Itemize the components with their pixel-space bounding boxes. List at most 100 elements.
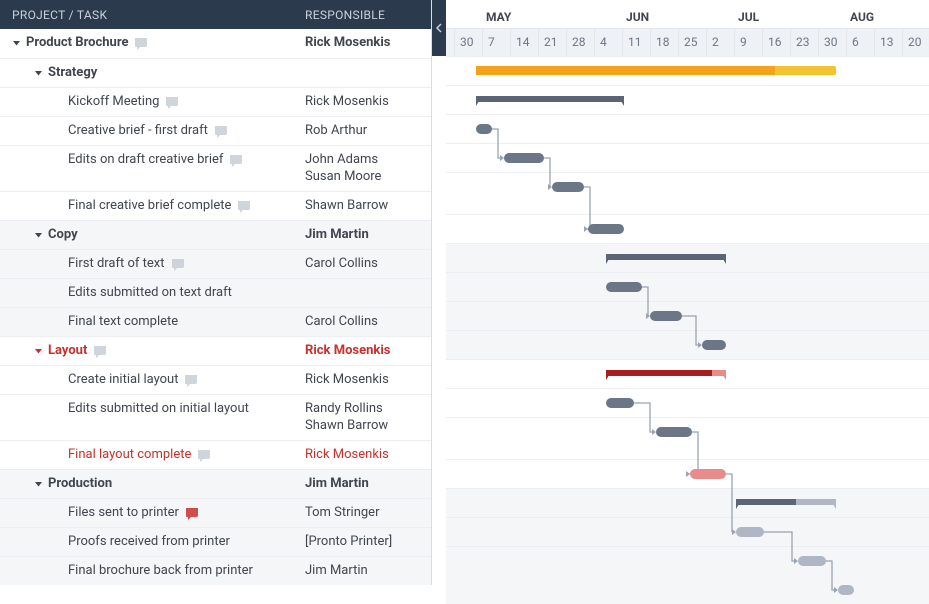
task-row[interactable]: Kickoff Meeting Rick Mosenkis — [0, 87, 431, 116]
expand-caret-icon[interactable] — [34, 480, 44, 489]
comment-icon[interactable] — [184, 374, 198, 387]
comment-icon[interactable] — [237, 200, 251, 213]
responsible-cell: Tom Stringer — [301, 505, 431, 522]
comment-icon[interactable] — [185, 507, 199, 520]
day-label: 7 — [488, 35, 495, 49]
left-header: PROJECT / TASK RESPONSIBLE — [0, 0, 431, 29]
task-row[interactable]: ProductionJim Martin — [0, 469, 431, 498]
comment-icon[interactable] — [197, 449, 211, 462]
day-separator — [510, 29, 511, 56]
gantt-row — [446, 330, 929, 359]
gantt-bar[interactable] — [656, 427, 692, 437]
gantt-summary-bar[interactable] — [736, 499, 836, 509]
gantt-bar[interactable] — [736, 527, 764, 537]
task-label: Edits on draft creative brief — [68, 152, 223, 169]
gantt-bar[interactable] — [798, 556, 826, 566]
day-separator — [762, 29, 763, 56]
gantt-row — [446, 272, 929, 301]
task-row[interactable]: First draft of text Carol Collins — [0, 249, 431, 278]
expand-caret-icon[interactable] — [12, 39, 22, 48]
responsible-cell: [Pronto Printer] — [301, 534, 431, 551]
expand-caret-icon[interactable] — [34, 347, 44, 356]
day-label: 30 — [824, 35, 838, 49]
month-label: JUL — [738, 10, 759, 24]
day-separator — [818, 29, 819, 56]
gantt-bar[interactable] — [606, 398, 634, 408]
task-label: Copy — [48, 227, 78, 244]
day-separator — [678, 29, 679, 56]
gantt-bar[interactable] — [838, 585, 854, 595]
gantt-progress-bar[interactable] — [476, 66, 836, 75]
gantt-body[interactable] — [446, 56, 929, 585]
gantt-summary-bar[interactable] — [606, 370, 726, 380]
responsible-cell: Rick Mosenkis — [301, 35, 431, 52]
column-header-responsible[interactable]: RESPONSIBLE — [301, 8, 431, 22]
task-row[interactable]: Final text completeCarol Collins — [0, 307, 431, 336]
gantt-row — [446, 459, 929, 488]
gantt-bar[interactable] — [606, 282, 642, 292]
task-rows: Product Brochure Rick MosenkisStrategyKi… — [0, 29, 431, 585]
responsible-cell: Jim Martin — [301, 227, 431, 244]
task-label: Kickoff Meeting — [68, 94, 159, 111]
day-label: 13 — [880, 35, 894, 49]
comment-icon[interactable] — [165, 96, 179, 109]
gantt-row — [446, 301, 929, 330]
gantt-bar[interactable] — [476, 124, 492, 134]
expand-caret-icon[interactable] — [34, 231, 44, 240]
task-row[interactable]: Files sent to printer Tom Stringer — [0, 498, 431, 527]
gantt-bar[interactable] — [702, 340, 726, 350]
gantt-row — [446, 488, 929, 517]
comment-icon[interactable] — [93, 345, 107, 358]
task-row[interactable]: Final brochure back from printer Jim Mart… — [0, 556, 431, 585]
task-label: Final brochure back from printer — [68, 563, 253, 580]
task-row[interactable]: Copy Jim Martin — [0, 220, 431, 249]
responsible-cell: Rob Arthur — [301, 123, 431, 140]
task-label: Edits submitted on initial layout — [68, 401, 249, 418]
comment-icon[interactable] — [134, 37, 148, 50]
task-row[interactable]: Edits on draft creative brief John Adams… — [0, 145, 431, 191]
collapse-handle[interactable] — [432, 0, 446, 56]
right-pane: MAYJUNJULAUG 307142128411182529162330613… — [432, 0, 929, 585]
task-row[interactable]: Proofs received from printer[Pronto Prin… — [0, 527, 431, 556]
day-separator — [650, 29, 651, 56]
task-row[interactable]: Final layout complete Rick Mosenkis — [0, 440, 431, 469]
task-row[interactable]: Final creative brief complete Shawn Barr… — [0, 191, 431, 220]
responsible-cell: Rick Mosenkis — [301, 372, 431, 389]
comment-icon[interactable] — [214, 125, 228, 138]
gantt-bar[interactable] — [650, 311, 682, 321]
days-row: 30714212841118252916233061320 — [446, 28, 929, 56]
gantt-bar[interactable] — [552, 182, 584, 192]
day-separator — [874, 29, 875, 56]
gantt-row — [446, 517, 929, 546]
day-label: 4 — [600, 35, 607, 49]
gantt-summary-bar[interactable] — [606, 254, 726, 264]
task-label: Create initial layout — [68, 372, 178, 389]
task-label: Files sent to printer — [68, 505, 179, 522]
gantt-bar[interactable] — [504, 153, 544, 163]
task-row[interactable]: Layout Rick Mosenkis — [0, 336, 431, 365]
gantt-bar[interactable] — [588, 224, 624, 234]
task-label: Layout — [48, 343, 87, 360]
months-row: MAYJUNJULAUG — [446, 4, 929, 24]
task-row[interactable]: Product Brochure Rick Mosenkis — [0, 29, 431, 58]
responsible-cell: Shawn Barrow — [301, 198, 431, 215]
expand-caret-icon[interactable] — [34, 69, 44, 78]
column-header-task[interactable]: PROJECT / TASK — [0, 8, 301, 22]
task-row[interactable]: Edits submitted on initial layoutRandy R… — [0, 394, 431, 440]
comment-icon[interactable] — [171, 258, 185, 271]
day-label: 18 — [656, 35, 670, 49]
task-label: Final layout complete — [68, 447, 191, 464]
gantt-summary-bar[interactable] — [476, 96, 624, 106]
gantt-row — [446, 388, 929, 417]
task-row[interactable]: Creative brief - first draft Rob Arthur — [0, 116, 431, 145]
gantt-bar[interactable] — [690, 469, 726, 479]
responsible-cell: Carol Collins — [301, 256, 431, 273]
comment-icon[interactable] — [229, 154, 243, 167]
responsible-cell: Jim Martin — [301, 563, 431, 580]
day-separator — [454, 29, 455, 56]
responsible-cell: John AdamsSusan Moore — [301, 152, 431, 186]
task-row[interactable]: Create initial layout Rick Mosenkis — [0, 365, 431, 394]
task-row[interactable]: Edits submitted on text draft — [0, 278, 431, 307]
responsible-cell: Rick Mosenkis — [301, 447, 431, 464]
task-row[interactable]: Strategy — [0, 58, 431, 87]
